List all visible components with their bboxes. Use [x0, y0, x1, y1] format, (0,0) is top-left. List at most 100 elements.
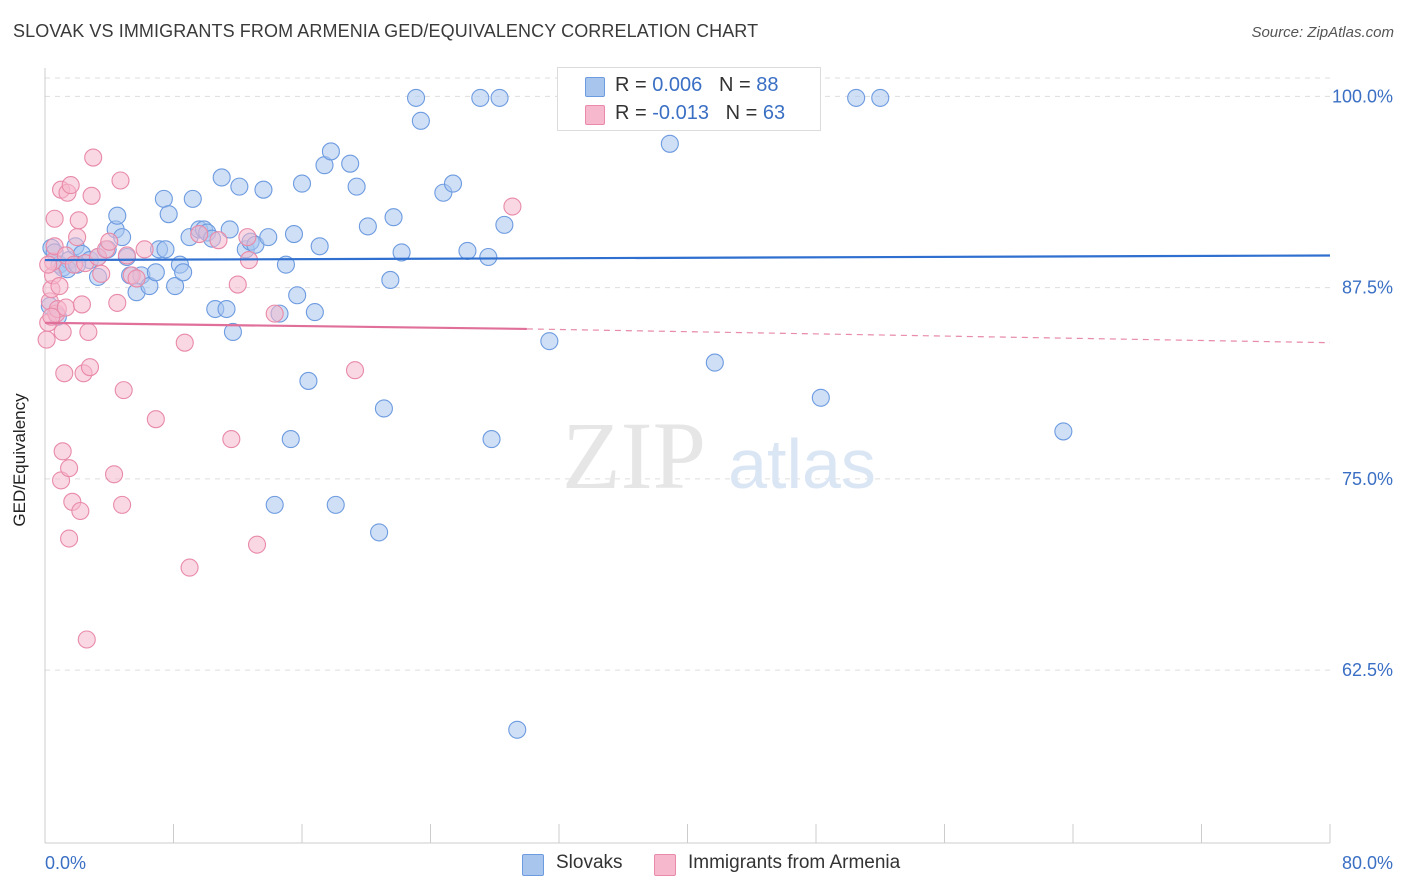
armenia-trend-extension [526, 328, 1331, 344]
armenia-point [69, 211, 88, 230]
data-points [37, 88, 1073, 739]
slovaks-point [223, 322, 242, 342]
armenia-point [37, 330, 56, 349]
legend-n-label: N = [718, 74, 757, 96]
armenia-point [190, 225, 209, 244]
legend-r-label: R = [615, 102, 653, 124]
x-tick-label: 0.0% [45, 853, 86, 873]
slovaks-point [482, 430, 501, 449]
slovaks-point [871, 88, 890, 107]
armenia-point [79, 322, 98, 342]
slovaks-point [660, 134, 679, 153]
slovaks-point [370, 523, 389, 542]
legend-r-value: -0.013 [652, 102, 709, 124]
armenia-point [84, 148, 103, 167]
slovaks-point [154, 189, 173, 208]
armenia-point [50, 277, 69, 296]
armenia-point [42, 307, 61, 326]
armenia-point [228, 275, 247, 294]
watermark: ZIP atlas [562, 402, 876, 509]
slovaks-point [288, 286, 307, 305]
armenia-point [117, 246, 136, 265]
bottom-legend-label-slovaks: Slovaks [556, 852, 623, 873]
slovaks-point [230, 177, 249, 196]
watermark-zip: ZIP [562, 402, 706, 509]
armenia-point [39, 255, 58, 274]
slovaks-point [220, 220, 239, 239]
slovaks-trend-line [44, 254, 1331, 262]
slovaks-point [811, 388, 830, 407]
armenia-point [111, 171, 130, 190]
armenia-point [55, 364, 74, 383]
armenia-point [61, 176, 80, 195]
slovaks-point [326, 495, 345, 514]
slovaks-point [259, 228, 278, 247]
armenia-point [71, 501, 90, 521]
armenia-point [265, 304, 284, 323]
chart-title: SLOVAK VS IMMIGRANTS FROM ARMENIA GED/EQ… [13, 21, 759, 41]
armenia-point [209, 231, 228, 250]
legend-r-label: R = [615, 74, 653, 96]
armenia-point [68, 228, 87, 247]
slovaks-point [374, 399, 393, 418]
slovaks-point [341, 154, 360, 173]
slovaks-point [310, 237, 329, 256]
slovaks-point [292, 174, 312, 193]
armenia-point [92, 264, 111, 283]
slovaks-point [381, 270, 400, 290]
slovaks-point [321, 142, 340, 161]
armenia-point [82, 186, 101, 205]
armenia-point [80, 358, 100, 377]
slovaks-point [847, 88, 866, 107]
armenia-point [146, 410, 165, 429]
armenia-point [100, 232, 119, 251]
slovaks-point [217, 299, 236, 319]
slovaks-point [471, 88, 490, 107]
slovaks-point [284, 225, 304, 244]
slovaks-point [358, 217, 377, 236]
slovaks-point [305, 303, 324, 322]
armenia-point [114, 381, 133, 400]
legend-swatch-armenia [585, 105, 605, 125]
x-tick-label: 80.0% [1342, 853, 1393, 873]
slovaks-point [265, 495, 284, 514]
armenia-trend-line [44, 321, 527, 331]
watermark-atlas: atlas [728, 425, 876, 503]
y-tick-label: 62.5% [1342, 660, 1393, 680]
armenia-point [77, 630, 96, 649]
legend-n-label: N = [725, 102, 763, 124]
legend-swatch-slovaks [585, 77, 605, 97]
slovaks-point [1054, 422, 1073, 441]
slovaks-point [384, 208, 403, 227]
slovaks-point [495, 215, 514, 234]
slovaks-point [146, 263, 165, 282]
legend-n-value: 88 [756, 74, 779, 96]
y-tick-label: 87.5% [1342, 278, 1393, 298]
source-label: Source: ZipAtlas.com [1251, 24, 1394, 41]
slovaks-point [490, 88, 509, 107]
armenia-point [113, 495, 132, 514]
slovaks-point [411, 111, 430, 130]
slovaks-point [458, 241, 477, 260]
legend-r-value: 0.006 [652, 74, 703, 96]
armenia-point [53, 322, 72, 342]
slovaks-point [108, 206, 127, 225]
axes [44, 68, 1331, 844]
slovaks-point [254, 180, 273, 199]
slovaks-point [392, 243, 411, 262]
legend-n-value: 63 [762, 102, 786, 124]
armenia-point [175, 333, 194, 352]
slovaks-point [174, 263, 193, 282]
legend: R = 0.006 N = 88 R = -0.013 N = 63 [557, 67, 821, 131]
slovaks-point [347, 177, 366, 196]
armenia-point [247, 535, 267, 554]
armenia-point [53, 442, 72, 461]
bottom-legend-swatch-slovaks [522, 854, 544, 876]
slovaks-point [183, 189, 202, 208]
bottom-legend-label-armenia: Immigrants from Armenia [688, 852, 901, 873]
armenia-point [222, 430, 241, 449]
armenia-point [135, 240, 154, 259]
armenia-point [345, 361, 365, 380]
slovaks-point [479, 247, 498, 267]
armenia-point [127, 269, 146, 288]
